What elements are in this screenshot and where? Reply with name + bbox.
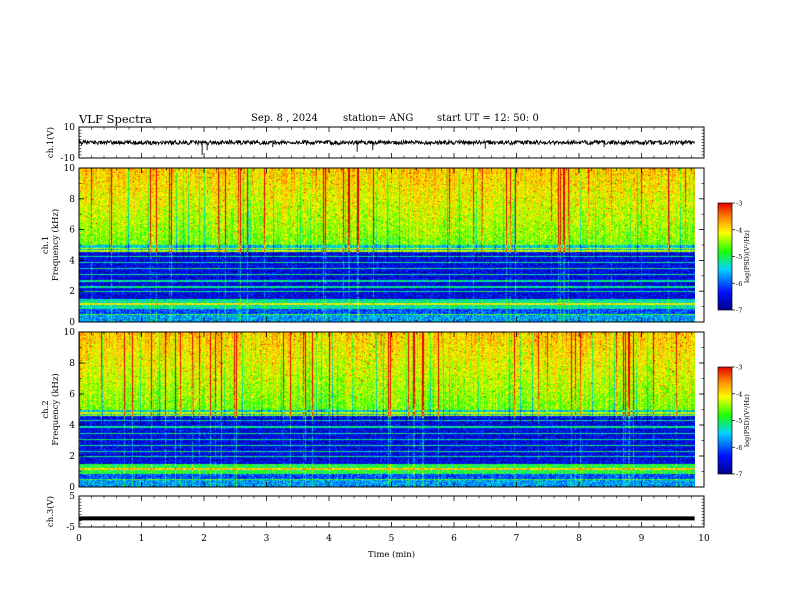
y-tick-label: 6	[69, 226, 75, 236]
ch1-spectrogram-ylabel-line: ch.1	[41, 236, 51, 254]
x-tick-label: 2	[201, 534, 207, 544]
colorbar-tick-label: -3	[736, 364, 742, 372]
colorbar-label-text: log(PSD)(V²/Hz)	[743, 230, 751, 283]
start-time-label: start UT = 12: 50: 0	[437, 113, 539, 124]
x-tick-label: 3	[264, 534, 270, 544]
ch1-spectrogram-ylabel: ch.1 Frequency (kHz)	[41, 209, 61, 281]
ch2-spectrogram-ylabel: ch.2 Frequency (kHz)	[41, 373, 61, 445]
ch3-ylabel: ch.3(V)	[45, 496, 56, 527]
y-tick-label: 2	[69, 452, 75, 462]
ch2-spectrogram-ylabel-line: Frequency (kHz)	[50, 373, 61, 445]
colorbar-label-text: log(PSD)(V²/Hz)	[743, 394, 751, 447]
colorbar-1	[717, 202, 733, 311]
spectrogram-image-1	[79, 168, 695, 322]
y-tick-label: 5	[69, 492, 75, 502]
colorbar-tick-label: -4	[736, 390, 742, 398]
ch1-ylabel: ch.1(V)	[45, 127, 56, 158]
y-tick-label: 6	[69, 390, 75, 400]
x-tick-label: 9	[639, 534, 645, 544]
x-tick-label: 8	[576, 534, 582, 544]
x-tick-label: 0	[76, 534, 82, 544]
x-tick-label: 10	[698, 534, 710, 544]
ch1-waveform-trace	[78, 138, 695, 147]
station-label: station= ANG	[343, 113, 414, 124]
y-tick-label: -5	[66, 523, 75, 533]
y-tick-label: 4	[69, 256, 75, 266]
y-tick-label: 2	[69, 287, 75, 297]
colorbar-label-1: log(PSD)(V²/Hz)	[743, 230, 751, 283]
colorbar-tick-label: -7	[736, 471, 742, 479]
x-tick-label: 6	[451, 534, 457, 544]
y-tick-label: 10	[64, 123, 76, 133]
y-tick-label: 10	[64, 328, 76, 338]
ch1-spectrogram-ylabel-line: Frequency (kHz)	[50, 209, 61, 281]
y-tick-label: 4	[69, 421, 75, 431]
y-tick-label: 0	[69, 483, 75, 493]
y-tick-label: 0	[69, 318, 75, 328]
y-tick-label: 8	[69, 195, 75, 205]
x-axis-title: Time (min)	[368, 549, 415, 560]
date-label: Sep. 8 , 2024	[251, 113, 318, 124]
ch3-ylabel-line: ch.3(V)	[45, 496, 56, 527]
colorbar-tick-label: -5	[736, 253, 742, 261]
colorbar-tick-label: -3	[736, 200, 742, 208]
y-tick-label: -10	[61, 154, 76, 164]
colorbar-tick-label: -6	[736, 280, 742, 288]
colorbar-tick-label: -5	[736, 417, 742, 425]
colorbar-tick-label: -6	[736, 444, 742, 452]
colorbar-tick-label: -4	[736, 226, 742, 234]
chart-title: VLF Spectra	[79, 112, 153, 126]
colorbar-2	[717, 366, 733, 475]
x-tick-label: 4	[326, 534, 332, 544]
x-tick-label: 1	[139, 534, 145, 544]
colorbar-tick-label: -7	[736, 307, 742, 315]
ch1-ylabel-line: ch.1(V)	[45, 127, 56, 158]
x-tick-label: 7	[514, 534, 520, 544]
spectrogram-image-2	[79, 332, 695, 487]
y-tick-label: 10	[64, 164, 76, 174]
x-tick-label: 5	[389, 534, 395, 544]
ch2-spectrogram-ylabel-line: ch.2	[41, 400, 51, 418]
colorbar-label-2: log(PSD)(V²/Hz)	[743, 394, 751, 447]
y-tick-label: 8	[69, 359, 75, 369]
